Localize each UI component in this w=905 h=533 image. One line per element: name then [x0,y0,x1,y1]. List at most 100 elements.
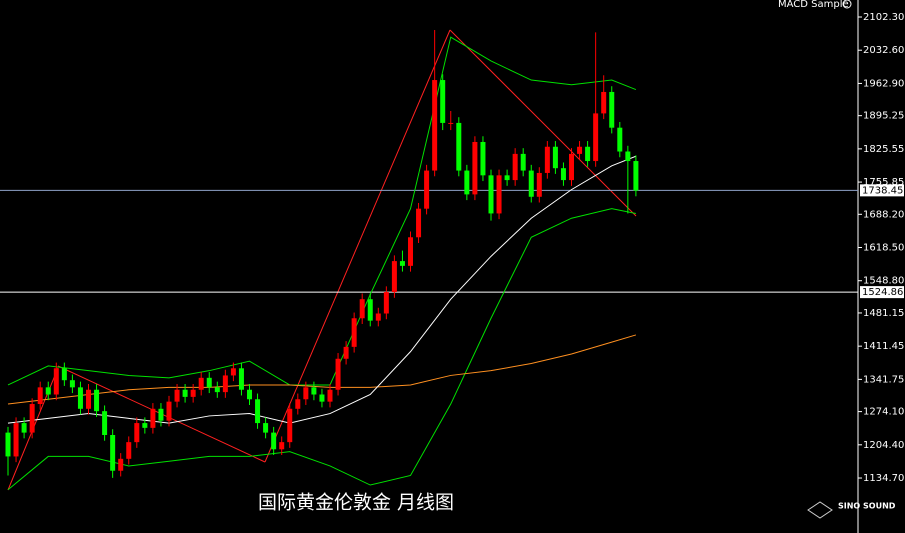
candle-body [21,423,27,433]
candle-body [577,146,583,154]
y-tick-label: 1688.20 [863,209,904,220]
candle-body [496,175,502,214]
price-box [860,286,904,299]
candle-body [77,387,83,409]
y-tick-label: 1481.15 [863,308,904,319]
candle-body [560,168,566,181]
candle-body [593,113,599,162]
candle-body [359,299,365,319]
chart-title: 国际黄金伦敦金 月线图 [258,492,454,514]
candle-body [440,80,446,123]
candle-body [375,313,381,321]
candle-body [391,261,397,293]
candle-body [206,377,212,388]
candle-body [295,399,301,409]
candle-body [190,389,196,397]
candle-body [45,387,51,395]
candle-body [488,175,494,214]
y-tick-label: 1755.85 [863,177,904,188]
candle-body [86,389,91,409]
candle-body [29,404,35,433]
candle-body [512,153,518,181]
candle-body [399,261,405,266]
candle-body [126,442,132,459]
indicator-line [7,155,637,424]
candle-body [625,151,631,162]
candle-body [110,434,116,471]
price-label: 1738.45 [862,185,903,196]
candle-body [528,170,534,197]
candle-body [536,172,542,197]
candle-body [5,432,11,457]
candle-body [383,292,389,314]
candle-body [552,146,558,169]
candle-body [230,368,236,376]
candle-body [416,208,422,238]
y-tick-label: 1825.55 [863,144,904,155]
y-tick-label: 2102.30 [863,12,904,23]
candle-body [504,175,510,181]
candle-body [102,411,108,435]
candle-body [472,141,478,195]
candle-body [456,122,462,171]
candle-body [279,442,285,450]
price-label: 1524.86 [862,287,903,298]
candle-body [118,458,124,471]
indicator-line [7,208,636,491]
candle-body [158,408,164,421]
watermark-logo [807,501,833,519]
candle-body [408,237,413,266]
candle-body [351,318,357,347]
candle-body [303,387,309,400]
candle-body [609,91,615,128]
candle-body [311,387,317,395]
candle-body [367,299,373,321]
candle-body [198,377,204,390]
candle-body [432,80,438,171]
candle-body [520,153,526,171]
y-tick-label: 2032.60 [863,45,904,56]
trend-line [449,29,637,217]
candle-body [13,423,19,457]
candle-body [327,389,333,402]
candle-body [255,399,261,424]
candle-body [174,389,180,402]
y-tick-label: 1341.75 [863,374,904,385]
y-tick-label: 1411.45 [863,341,904,352]
candle-body [585,146,591,162]
candle-body [182,389,188,397]
candle-body [166,401,172,421]
candle-body [142,423,148,428]
candle-body [271,432,277,450]
y-tick-label: 1962.90 [863,78,904,89]
candle-body [287,408,293,443]
candle-body [222,375,228,393]
candle-body [263,423,269,433]
candle-body [319,394,325,402]
candle-body [53,368,59,395]
candle-body [480,141,486,176]
candle-body [464,170,470,195]
candle-body [544,146,550,173]
watermark: SINO SOUND [838,502,896,511]
candle-body [633,161,639,191]
indicator-label: MACD Sample [778,0,849,10]
candle-body [69,380,75,388]
candle-body [61,368,67,381]
trend-line [264,29,451,463]
indicator-icon [842,0,852,9]
y-tick-label: 1618.50 [863,243,904,254]
candle-body [247,389,252,400]
candle-body [214,387,220,393]
price-box [860,184,904,197]
y-tick-label: 1134.70 [863,473,904,484]
candle-body [150,408,156,428]
y-tick-label: 1274.10 [863,407,904,418]
candle-body [617,127,623,152]
candle-body [94,389,100,412]
candle-body [569,153,574,181]
candle-body [238,368,244,390]
y-tick-label: 1548.80 [863,276,904,287]
candle-body [37,387,43,405]
